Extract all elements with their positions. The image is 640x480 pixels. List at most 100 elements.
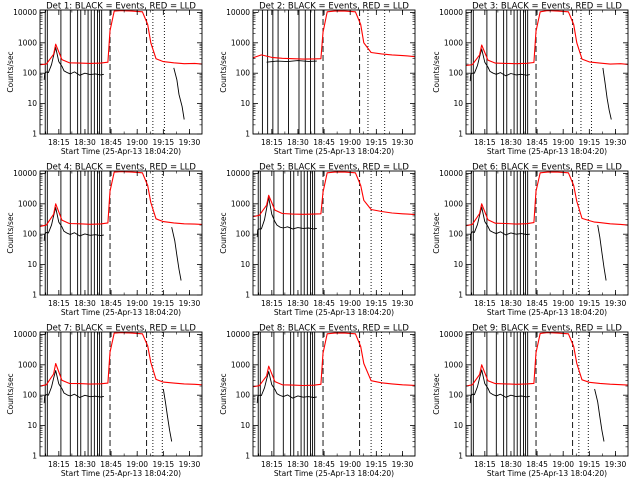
x-tick-label: 19:15 xyxy=(579,299,601,308)
y-tick-label: 1000 xyxy=(444,38,463,47)
x-tick-label: 19:15 xyxy=(579,138,601,147)
panel-title: Det 5: BLACK = Events, RED = LLD xyxy=(259,163,409,173)
x-tick-label: 18:45 xyxy=(313,138,335,147)
x-tick-label: 18:15 xyxy=(48,138,70,147)
x-tick-label: 19:15 xyxy=(153,138,175,147)
y-tick-label: 10000 xyxy=(226,330,250,339)
x-axis-label: Start Time (25-Apr-13 18:04:20) xyxy=(274,469,394,478)
x-tick-label: 19:00 xyxy=(339,138,361,147)
y-tick-label: 10000 xyxy=(226,169,250,178)
panel-title: Det 1: BLACK = Events, RED = LLD xyxy=(46,2,196,12)
y-tick-label: 10 xyxy=(27,99,37,108)
x-tick-label: 18:15 xyxy=(474,460,496,469)
x-axis-label: Start Time (25-Apr-13 18:04:20) xyxy=(274,147,394,156)
y-tick-label: 1 xyxy=(458,291,463,300)
y-tick-label: 1000 xyxy=(231,199,250,208)
panel-title: Det 2: BLACK = Events, RED = LLD xyxy=(259,2,409,12)
detector-panel: 1 10 100 1000 10000 18:15 18:30 18:45 19:00 19:15… xyxy=(432,324,629,478)
detector-panel: 1 10 100 1000 10000 18:15 18:30 18:45 19:00 19:15… xyxy=(6,324,203,478)
x-tick-label: 19:30 xyxy=(179,138,201,147)
panel-title: Det 9: BLACK = Events, RED = LLD xyxy=(472,324,622,334)
panel-title: Det 4: BLACK = Events, RED = LLD xyxy=(46,163,196,173)
y-tick-label: 10000 xyxy=(439,8,463,17)
events-series-line xyxy=(162,388,173,442)
events-series-line xyxy=(171,227,182,281)
detector-panel: 1 10 100 1000 10000 18:15 18:30 18:45 19:00 19:15… xyxy=(219,163,416,317)
y-tick-label: 10 xyxy=(27,260,37,269)
events-series-line xyxy=(43,47,104,80)
detector-panel: 1 10 100 1000 10000 18:15 18:30 18:45 19:00 19:15… xyxy=(219,2,416,156)
plot-frame xyxy=(39,9,203,135)
y-tick-label: 1 xyxy=(245,291,250,300)
detector-panel: 1 10 100 1000 10000 18:15 18:30 18:45 19:00 19:15… xyxy=(432,2,629,156)
y-tick-label: 1000 xyxy=(231,360,250,369)
x-tick-label: 19:15 xyxy=(366,138,388,147)
y-axis-label: Counts/sec xyxy=(6,212,15,253)
plot-frame xyxy=(39,331,203,457)
y-tick-label: 100 xyxy=(23,391,38,400)
x-tick-label: 18:15 xyxy=(261,460,283,469)
lld-series-line xyxy=(466,171,628,227)
x-axis-label: Start Time (25-Apr-13 18:04:20) xyxy=(61,147,181,156)
y-tick-label: 1000 xyxy=(444,360,463,369)
y-tick-label: 100 xyxy=(23,69,38,78)
x-tick-label: 18:30 xyxy=(500,138,522,147)
x-tick-label: 18:15 xyxy=(261,138,283,147)
x-tick-label: 18:30 xyxy=(287,460,309,469)
lld-series-line xyxy=(466,10,628,66)
x-tick-label: 18:15 xyxy=(48,460,70,469)
lld-series-line xyxy=(466,332,628,387)
events-series-line xyxy=(597,225,607,281)
y-axis-label: Counts/sec xyxy=(219,373,228,414)
x-tick-label: 19:15 xyxy=(366,460,388,469)
x-tick-label: 18:45 xyxy=(100,299,122,308)
detector-panel: 1 10 100 1000 10000 18:15 18:30 18:45 19:00 19:15… xyxy=(219,324,416,478)
y-tick-label: 1 xyxy=(32,291,37,300)
x-tick-label: 18:45 xyxy=(100,138,122,147)
x-tick-label: 19:00 xyxy=(552,460,574,469)
x-tick-label: 18:30 xyxy=(74,138,96,147)
y-axis-label: Counts/sec xyxy=(219,51,228,92)
plot-frame xyxy=(252,331,416,457)
y-tick-label: 10000 xyxy=(439,330,463,339)
lld-series-line xyxy=(253,10,415,60)
detector-panel: 1 10 100 1000 10000 18:15 18:30 18:45 19:00 19:15… xyxy=(6,163,203,317)
x-tick-label: 18:15 xyxy=(48,299,70,308)
lld-series-line xyxy=(40,10,202,66)
events-series-line xyxy=(602,67,612,120)
y-tick-label: 10 xyxy=(453,260,463,269)
events-series-line xyxy=(43,207,104,241)
panel-title: Det 3: BLACK = Events, RED = LLD xyxy=(472,2,622,12)
y-tick-label: 10 xyxy=(27,421,37,430)
x-tick-label: 19:00 xyxy=(126,299,148,308)
x-tick-label: 18:45 xyxy=(313,460,335,469)
x-tick-label: 18:30 xyxy=(500,460,522,469)
x-axis-label: Start Time (25-Apr-13 18:04:20) xyxy=(487,147,607,156)
x-tick-label: 18:30 xyxy=(287,299,309,308)
y-tick-label: 10 xyxy=(240,421,250,430)
x-axis-label: Start Time (25-Apr-13 18:04:20) xyxy=(274,308,394,317)
x-tick-label: 19:30 xyxy=(392,299,414,308)
events-series-line xyxy=(173,67,185,120)
y-axis-label: Counts/sec xyxy=(6,373,15,414)
x-tick-label: 19:30 xyxy=(179,460,201,469)
y-tick-label: 100 xyxy=(449,230,464,239)
x-tick-label: 19:15 xyxy=(153,460,175,469)
x-tick-label: 18:15 xyxy=(474,138,496,147)
x-tick-label: 18:45 xyxy=(313,299,335,308)
events-series-line xyxy=(266,60,317,63)
x-tick-label: 18:30 xyxy=(287,138,309,147)
events-series-line xyxy=(469,48,530,82)
y-tick-label: 10 xyxy=(240,99,250,108)
x-tick-label: 18:45 xyxy=(526,460,548,469)
x-tick-label: 19:15 xyxy=(153,299,175,308)
x-axis-label: Start Time (25-Apr-13 18:04:20) xyxy=(61,469,181,478)
x-tick-label: 19:30 xyxy=(605,138,627,147)
x-axis-label: Start Time (25-Apr-13 18:04:20) xyxy=(61,308,181,317)
y-tick-label: 10000 xyxy=(226,8,250,17)
x-tick-label: 18:30 xyxy=(500,299,522,308)
plot-frame xyxy=(465,9,629,135)
events-series-line xyxy=(469,206,530,241)
y-tick-label: 100 xyxy=(236,230,251,239)
events-series-line xyxy=(469,369,530,404)
